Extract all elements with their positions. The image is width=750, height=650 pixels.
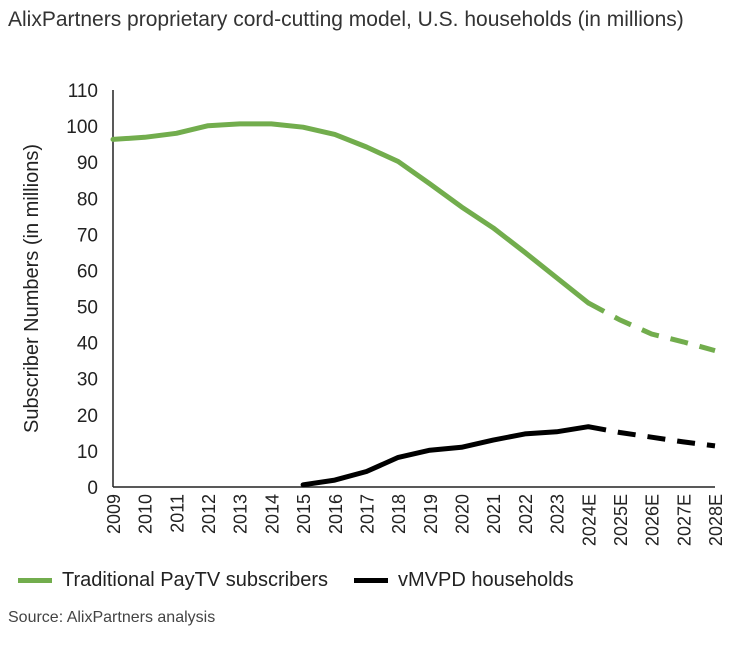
legend-label-vmvpd: vMVPD households xyxy=(398,569,574,591)
x-tick-label: 2024E xyxy=(579,494,599,546)
y-tick-label: 40 xyxy=(77,334,98,355)
x-tick-label: 2011 xyxy=(167,494,187,533)
x-axis-ticks: 2009 2010 2011 2012 2013 2014 2015 2016 2017 2018… xyxy=(104,494,726,546)
y-axis-title: Subscriber Numbers (in millions) xyxy=(21,144,43,433)
legend: Traditional PayTV subscribers vMVPD hous… xyxy=(18,569,600,592)
y-axis-ticks: 0 10 20 30 40 50 60 70 80 90 100 110 xyxy=(66,81,98,499)
legend-swatch-paytv xyxy=(18,578,52,583)
source-note: Source: AlixPartners analysis xyxy=(8,609,216,626)
x-tick-label: 2018 xyxy=(389,494,409,534)
x-tick-label: 2009 xyxy=(104,494,124,534)
y-tick-label: 0 xyxy=(87,478,98,499)
legend-item-paytv: Traditional PayTV subscribers xyxy=(18,569,328,592)
series-line-vmvpd-projection xyxy=(587,424,716,449)
x-tick-label: 2012 xyxy=(199,494,219,534)
x-tick-label: 2027E xyxy=(674,494,694,546)
y-tick-label: 20 xyxy=(77,406,98,427)
x-tick-label: 2022 xyxy=(516,494,536,534)
series-line-vmvpd-actual xyxy=(300,424,591,488)
y-tick-label: 60 xyxy=(77,261,98,282)
series-lines xyxy=(110,121,716,488)
legend-swatch-vmvpd xyxy=(354,578,389,583)
series-line-paytv-projection xyxy=(587,300,716,354)
x-tick-label: 2028E xyxy=(706,494,726,546)
x-tick-label: 2020 xyxy=(453,494,473,534)
x-tick-label: 2025E xyxy=(611,494,631,546)
x-tick-label: 2016 xyxy=(326,494,346,534)
y-tick-label: 90 xyxy=(77,153,98,174)
x-tick-label: 2014 xyxy=(262,494,282,534)
legend-item-vmvpd: vMVPD households xyxy=(354,569,574,592)
y-tick-label: 110 xyxy=(68,81,98,102)
x-tick-label: 2023 xyxy=(548,494,568,534)
y-tick-label: 80 xyxy=(77,189,98,210)
x-tick-label: 2021 xyxy=(484,494,504,534)
y-tick-label: 70 xyxy=(77,225,98,246)
y-tick-label: 10 xyxy=(77,442,98,463)
chart-title: AlixPartners proprietary cord-cutting mo… xyxy=(8,8,684,31)
x-tick-label: 2017 xyxy=(357,494,377,534)
x-tick-label: 2026E xyxy=(643,494,663,546)
y-tick-label: 100 xyxy=(66,117,98,138)
x-tick-label: 2010 xyxy=(136,494,156,534)
x-tick-label: 2019 xyxy=(421,494,441,534)
y-tick-label: 30 xyxy=(77,370,98,391)
legend-label-paytv: Traditional PayTV subscribers xyxy=(62,569,329,591)
x-tick-label: 2015 xyxy=(294,494,314,534)
x-tick-label: 2013 xyxy=(231,494,251,534)
y-tick-label: 50 xyxy=(77,298,98,319)
series-line-paytv-actual xyxy=(110,121,591,306)
